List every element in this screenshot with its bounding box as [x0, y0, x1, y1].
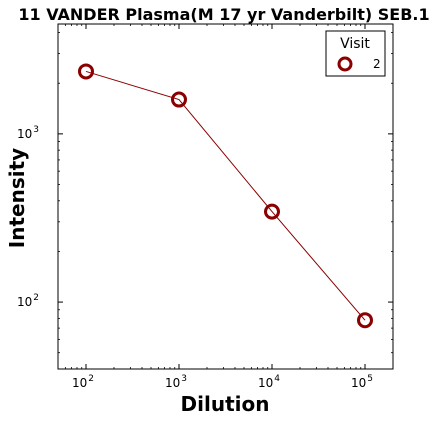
legend: Visit 2: [325, 30, 386, 77]
y-tick-label: 103: [17, 125, 39, 141]
data-point: [77, 63, 94, 80]
plot-area: [57, 23, 394, 370]
chart-title: 11 VANDER Plasma(M 17 yr Vanderbilt) SEB…: [18, 5, 429, 24]
x-tick-label: 103: [165, 374, 187, 390]
x-tick-label: 102: [72, 374, 94, 390]
minor-ticks: [57, 24, 394, 370]
y-axis-label: Intensity: [5, 148, 29, 248]
legend-title: Visit: [340, 36, 370, 52]
x-tick-exponent: 5: [367, 374, 373, 384]
major-ticks: [58, 24, 393, 369]
x-tick-exponent: 2: [88, 374, 94, 384]
y-tick-label: 102: [17, 293, 39, 309]
series-layer: [77, 63, 374, 329]
y-tick-exponent: 3: [33, 125, 39, 135]
x-tick-exponent: 4: [274, 374, 280, 384]
data-point: [170, 91, 187, 108]
legend-marker: [337, 56, 353, 72]
x-tick-exponent: 3: [181, 374, 187, 384]
data-point: [264, 203, 281, 220]
x-tick-label: 104: [258, 374, 280, 390]
legend-series-label: 2: [373, 57, 381, 71]
data-point: [357, 312, 374, 329]
y-tick-exponent: 2: [33, 293, 39, 303]
x-axis-label: Dilution: [181, 392, 270, 416]
legend-box: [325, 30, 386, 77]
series-line: [85, 70, 366, 321]
x-tick-label: 105: [351, 374, 373, 390]
